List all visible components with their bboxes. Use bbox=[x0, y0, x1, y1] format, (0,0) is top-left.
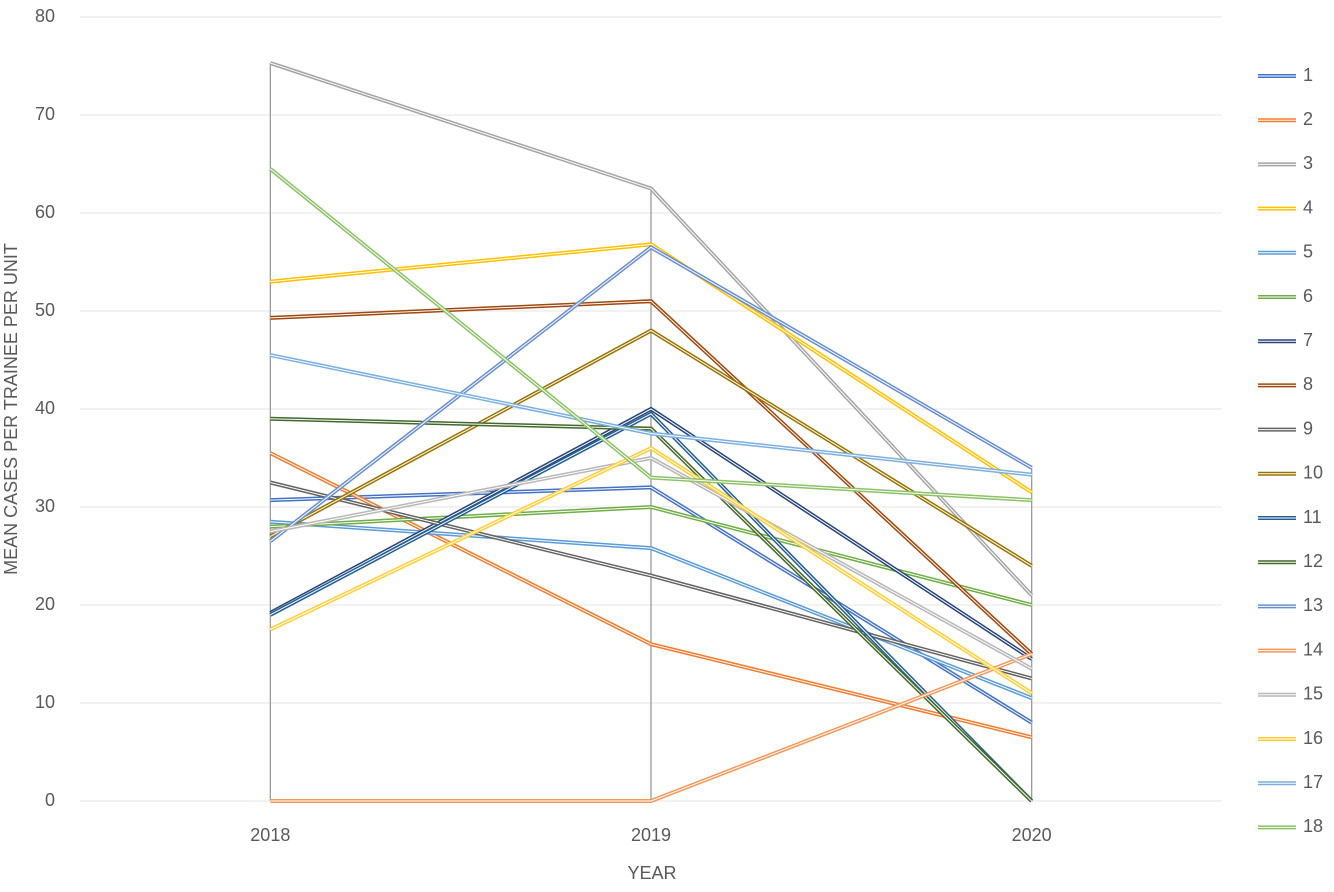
series-line-core bbox=[270, 452, 1032, 738]
legend-label: 14 bbox=[1303, 639, 1323, 659]
y-tick-label: 0 bbox=[45, 790, 55, 810]
series-line-core bbox=[270, 521, 1032, 699]
legend-label: 9 bbox=[1303, 418, 1313, 438]
x-axis-label: YEAR bbox=[627, 863, 676, 883]
legend-label: 7 bbox=[1303, 330, 1313, 350]
legend-label: 12 bbox=[1303, 551, 1323, 571]
y-tick-label: 20 bbox=[35, 594, 55, 614]
series-line-core bbox=[270, 506, 1032, 606]
x-tick-label: 2019 bbox=[631, 825, 671, 845]
y-tick-label: 50 bbox=[35, 300, 55, 320]
legend-label: 2 bbox=[1303, 109, 1313, 129]
legend-label: 8 bbox=[1303, 374, 1313, 394]
series-line-core bbox=[270, 354, 1032, 476]
legend-label: 10 bbox=[1303, 463, 1323, 483]
y-axis-label: MEAN CASES PER TRAINEE PER UNIT bbox=[1, 243, 21, 575]
y-tick-label: 40 bbox=[35, 398, 55, 418]
series-line-core bbox=[270, 447, 1032, 694]
series-line-core bbox=[270, 413, 1033, 802]
x-tick-label: 2018 bbox=[250, 825, 290, 845]
legend-label: 1 bbox=[1303, 65, 1313, 85]
series-line-core bbox=[270, 246, 1032, 542]
x-tick-label: 2020 bbox=[1012, 825, 1052, 845]
series-line-core bbox=[270, 408, 1032, 660]
legend-label: 6 bbox=[1303, 286, 1313, 306]
legend-label: 11 bbox=[1303, 507, 1322, 527]
series-line-core bbox=[270, 482, 1032, 679]
legend-label: 5 bbox=[1303, 242, 1313, 262]
series-line-core bbox=[270, 418, 1033, 802]
legend-label: 13 bbox=[1303, 595, 1323, 615]
legend-label: 15 bbox=[1303, 684, 1323, 704]
series-line-core bbox=[270, 300, 1033, 655]
series-line-core bbox=[270, 168, 1032, 501]
series-line-core bbox=[270, 330, 1032, 567]
series-line-core bbox=[270, 457, 1032, 670]
legend-label: 3 bbox=[1303, 153, 1313, 173]
y-tick-label: 80 bbox=[35, 6, 55, 26]
y-tick-label: 30 bbox=[35, 496, 55, 516]
legend-label: 17 bbox=[1303, 772, 1323, 792]
legend-label: 18 bbox=[1303, 816, 1323, 836]
legend-label: 4 bbox=[1303, 197, 1313, 217]
y-tick-label: 10 bbox=[35, 692, 55, 712]
y-tick-label: 70 bbox=[35, 104, 55, 124]
series-line-core bbox=[270, 243, 1032, 493]
legend-label: 16 bbox=[1303, 728, 1323, 748]
series-line-core bbox=[270, 653, 1032, 802]
y-tick-label: 60 bbox=[35, 202, 55, 222]
